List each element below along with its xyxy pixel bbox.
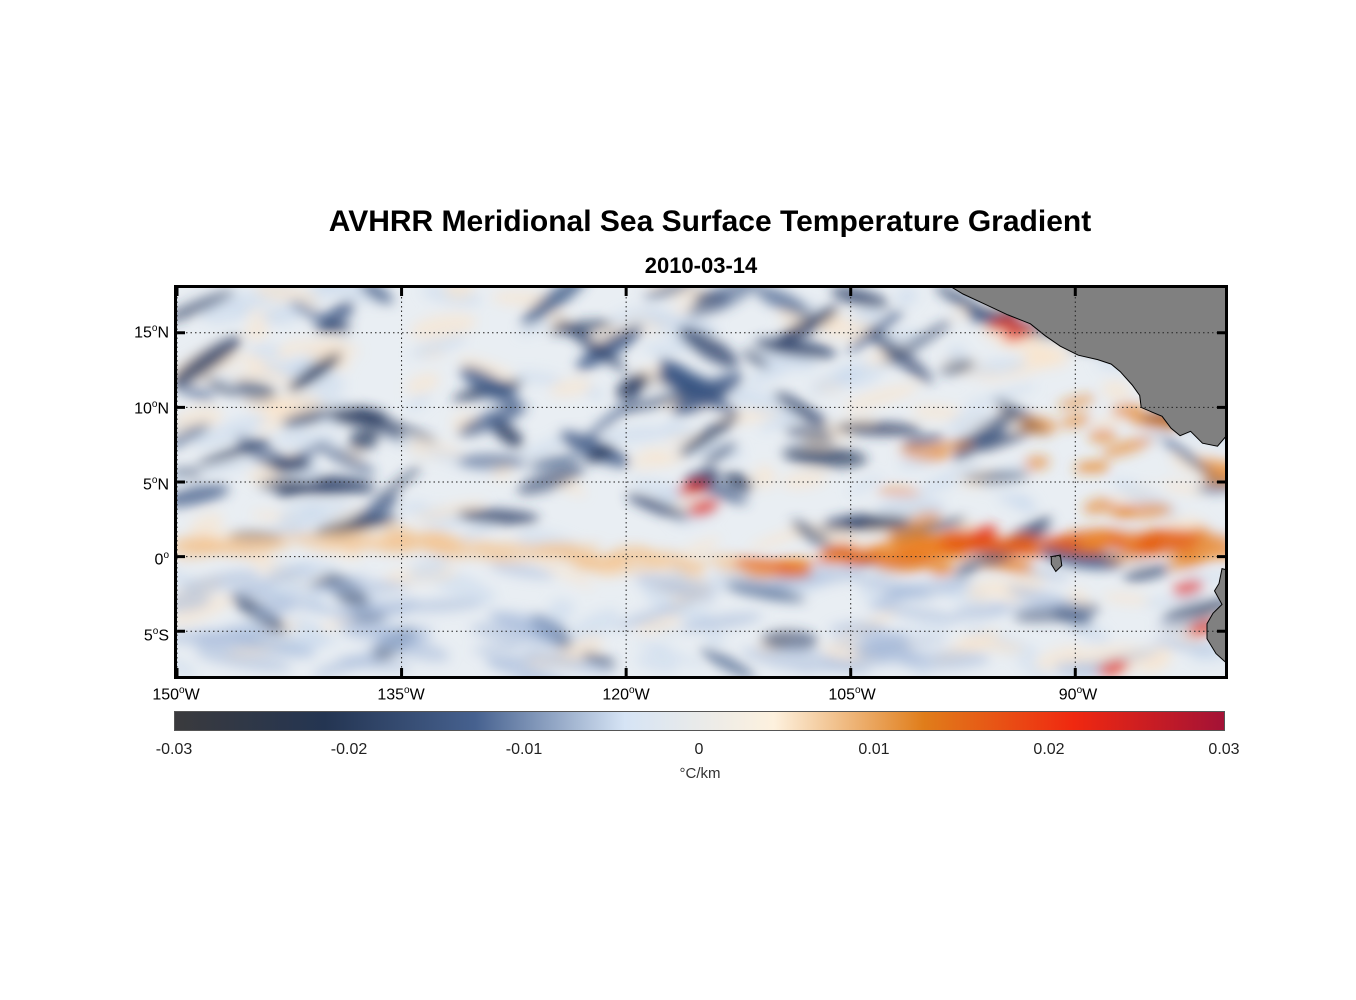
graticule bbox=[177, 288, 1225, 676]
lat-label-10n: 10oN bbox=[134, 399, 169, 418]
colorbar-tick: -0.03 bbox=[155, 741, 193, 758]
map-date: 2010-03-14 bbox=[644, 253, 758, 278]
lon-label-105w: 105oW bbox=[828, 685, 876, 704]
lat-label-15n: 15oN bbox=[134, 323, 169, 342]
colorbar-tick: 0.01 bbox=[858, 741, 890, 758]
colorbar bbox=[174, 711, 1225, 731]
colorbar-tick: 0.03 bbox=[1208, 741, 1240, 758]
land-mask bbox=[952, 288, 1225, 663]
lon-label-150w: 150oW bbox=[152, 685, 200, 704]
lon-label-120w: 120oW bbox=[602, 685, 650, 704]
lat-label-equator: 0o bbox=[154, 550, 169, 569]
colorbar-tick: -0.02 bbox=[330, 741, 368, 758]
lon-label-90w: 90oW bbox=[1058, 685, 1098, 704]
colorbar-tick: -0.01 bbox=[505, 741, 543, 758]
map-title: AVHRR Meridional Sea Surface Temperature… bbox=[328, 205, 1092, 238]
gradient-field bbox=[177, 288, 1225, 676]
sst-gradient-map[interactable] bbox=[174, 285, 1228, 679]
map-canvas bbox=[177, 288, 1225, 676]
lat-label-5s: 5oS bbox=[143, 626, 169, 645]
lat-label-5n: 5oN bbox=[142, 475, 169, 494]
colorbar-unit: °C/km bbox=[679, 765, 721, 782]
colorbar-tick: 0.02 bbox=[1033, 741, 1065, 758]
colorbar-tick: 0 bbox=[694, 741, 704, 758]
lon-label-135w: 135oW bbox=[377, 685, 425, 704]
